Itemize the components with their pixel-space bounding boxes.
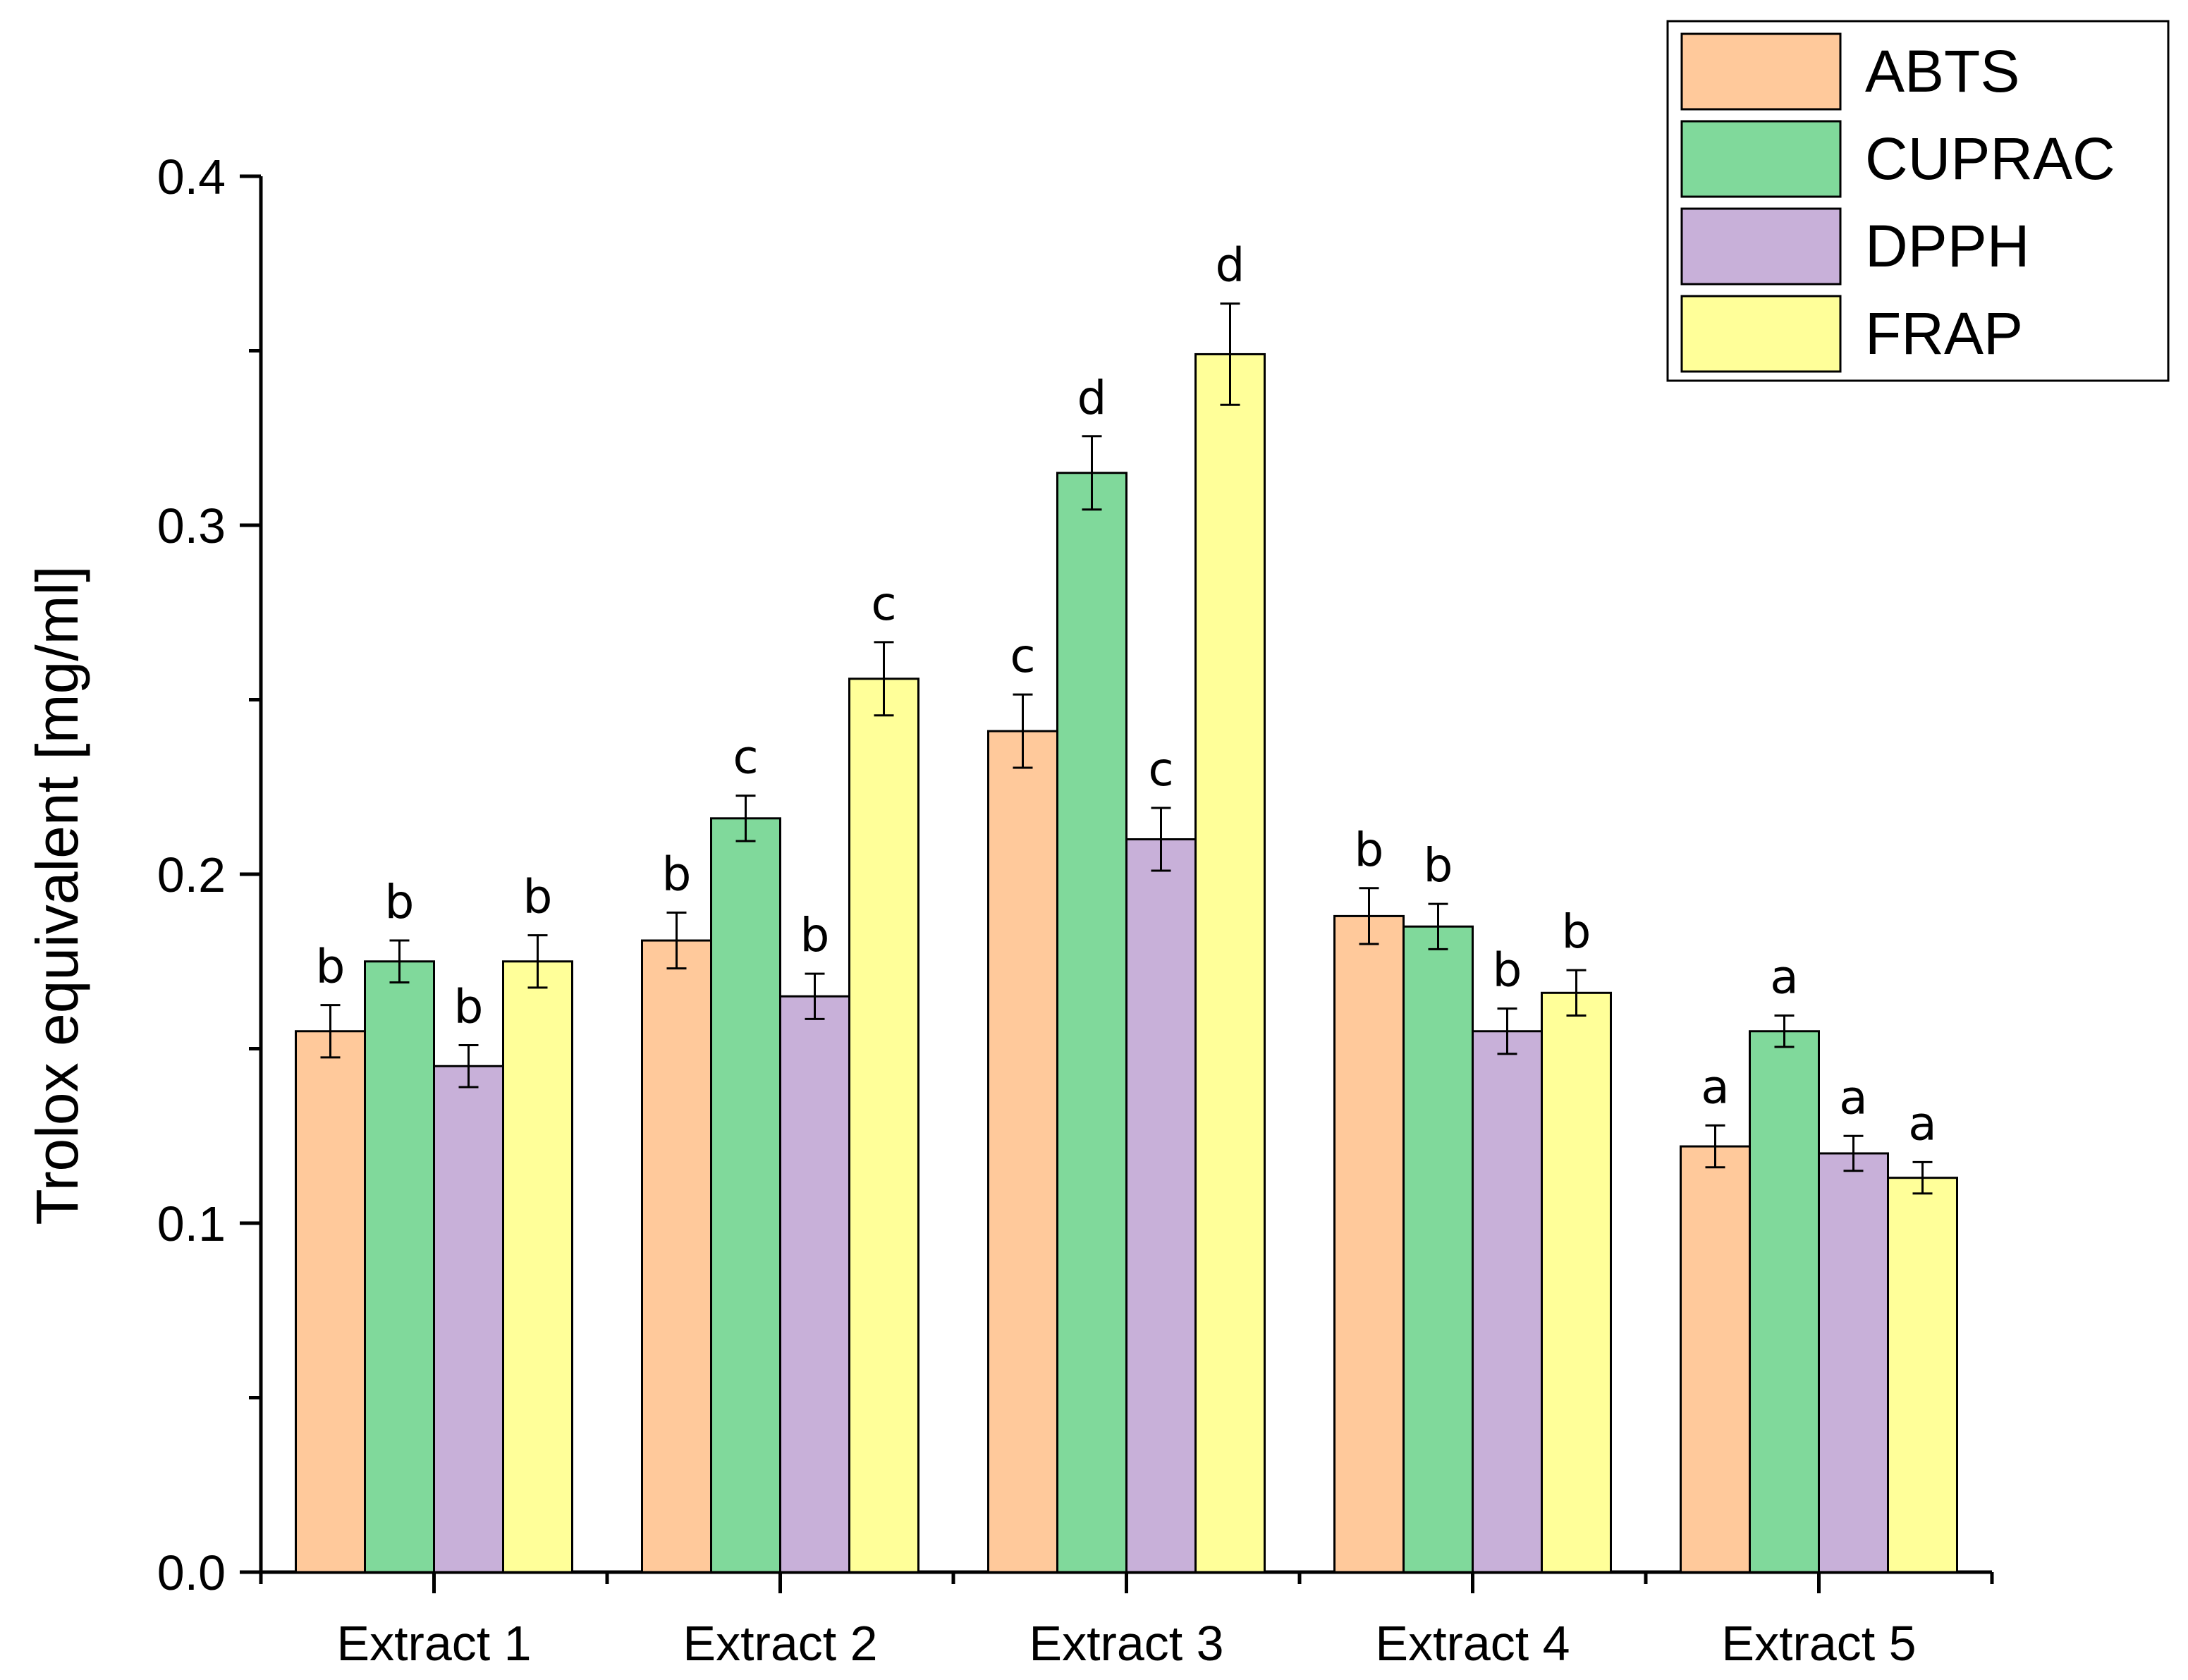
bar-abts-4 bbox=[1333, 914, 1405, 1574]
y-tick-label: 0.3 bbox=[157, 498, 226, 553]
bar-abts-3 bbox=[987, 730, 1058, 1574]
significance-label: b bbox=[662, 847, 692, 901]
bar-frap-5 bbox=[1887, 1177, 1958, 1574]
significance-label: a bbox=[1839, 1070, 1867, 1124]
bar-cuprac-1 bbox=[364, 960, 435, 1574]
bar-cuprac-2 bbox=[710, 817, 781, 1574]
significance-label: c bbox=[1010, 629, 1035, 683]
significance-label: b bbox=[385, 875, 415, 929]
y-tick-label: 0.2 bbox=[157, 847, 226, 902]
bar-dpph-5 bbox=[1818, 1152, 1889, 1574]
significance-label: a bbox=[1770, 950, 1798, 1004]
y-tick-label: 0.1 bbox=[157, 1196, 226, 1251]
bar-dpph-3 bbox=[1125, 838, 1197, 1574]
legend-swatch-cuprac bbox=[1680, 120, 1842, 198]
significance-label: b bbox=[454, 980, 484, 1034]
significance-label: d bbox=[1216, 238, 1245, 293]
legend-label-cuprac: CUPRAC bbox=[1865, 125, 2115, 192]
legend-label-dpph: DPPH bbox=[1865, 213, 2029, 279]
significance-label: a bbox=[1908, 1096, 1936, 1151]
significance-label: b bbox=[800, 908, 830, 962]
bar-frap-1 bbox=[502, 960, 573, 1574]
significance-label: c bbox=[733, 730, 758, 785]
bar-cuprac-4 bbox=[1402, 925, 1474, 1574]
bar-abts-1 bbox=[295, 1030, 366, 1574]
x-tick-label: Extract 3 bbox=[1029, 1616, 1223, 1671]
bar-cuprac-5 bbox=[1749, 1030, 1820, 1574]
significance-label: b bbox=[1493, 943, 1522, 998]
axes: 0.0 0.1 0.2 0.3 0.4 Trolox equivalent [mg/ml]… bbox=[24, 149, 1994, 1671]
x-tick-label: Extract 2 bbox=[683, 1616, 877, 1671]
significance-label: b bbox=[1355, 823, 1384, 877]
bar-frap-4 bbox=[1541, 991, 1612, 1574]
y-axis-title: Trolox equivalent [mg/ml] bbox=[24, 565, 90, 1225]
bar-frap-3 bbox=[1194, 352, 1266, 1574]
y-tick-label: 0.4 bbox=[157, 149, 226, 204]
legend-label-frap: FRAP bbox=[1865, 300, 2023, 367]
bar-abts-2 bbox=[641, 939, 712, 1574]
legend-swatch-frap bbox=[1680, 295, 1842, 373]
bar-frap-2 bbox=[848, 677, 919, 1574]
significance-label: c bbox=[1148, 742, 1173, 797]
significance-label: a bbox=[1701, 1060, 1729, 1114]
x-tick-label: Extract 1 bbox=[336, 1616, 531, 1671]
significance-label: b bbox=[523, 870, 553, 924]
bar-dpph-4 bbox=[1472, 1030, 1543, 1574]
significance-label: b bbox=[316, 940, 346, 994]
legend-swatch-abts bbox=[1680, 32, 1842, 111]
bar-dpph-2 bbox=[779, 995, 850, 1574]
bar-dpph-1 bbox=[433, 1065, 504, 1574]
significance-label: b bbox=[1424, 838, 1453, 893]
bar-abts-5 bbox=[1680, 1145, 1751, 1574]
x-tick-label: Extract 4 bbox=[1375, 1616, 1570, 1671]
legend-label-abts: ABTS bbox=[1865, 38, 2019, 104]
significance-label: c bbox=[871, 577, 896, 631]
legend: ABTS CUPRAC DPPH FRAP bbox=[1666, 20, 2170, 382]
x-tick-label: Extract 5 bbox=[1721, 1616, 1916, 1671]
y-tick-label: 0.0 bbox=[157, 1545, 226, 1600]
bar-cuprac-3 bbox=[1056, 472, 1127, 1574]
significance-label: b bbox=[1562, 905, 1591, 959]
significance-label: d bbox=[1077, 371, 1107, 425]
legend-swatch-dpph bbox=[1680, 207, 1842, 286]
